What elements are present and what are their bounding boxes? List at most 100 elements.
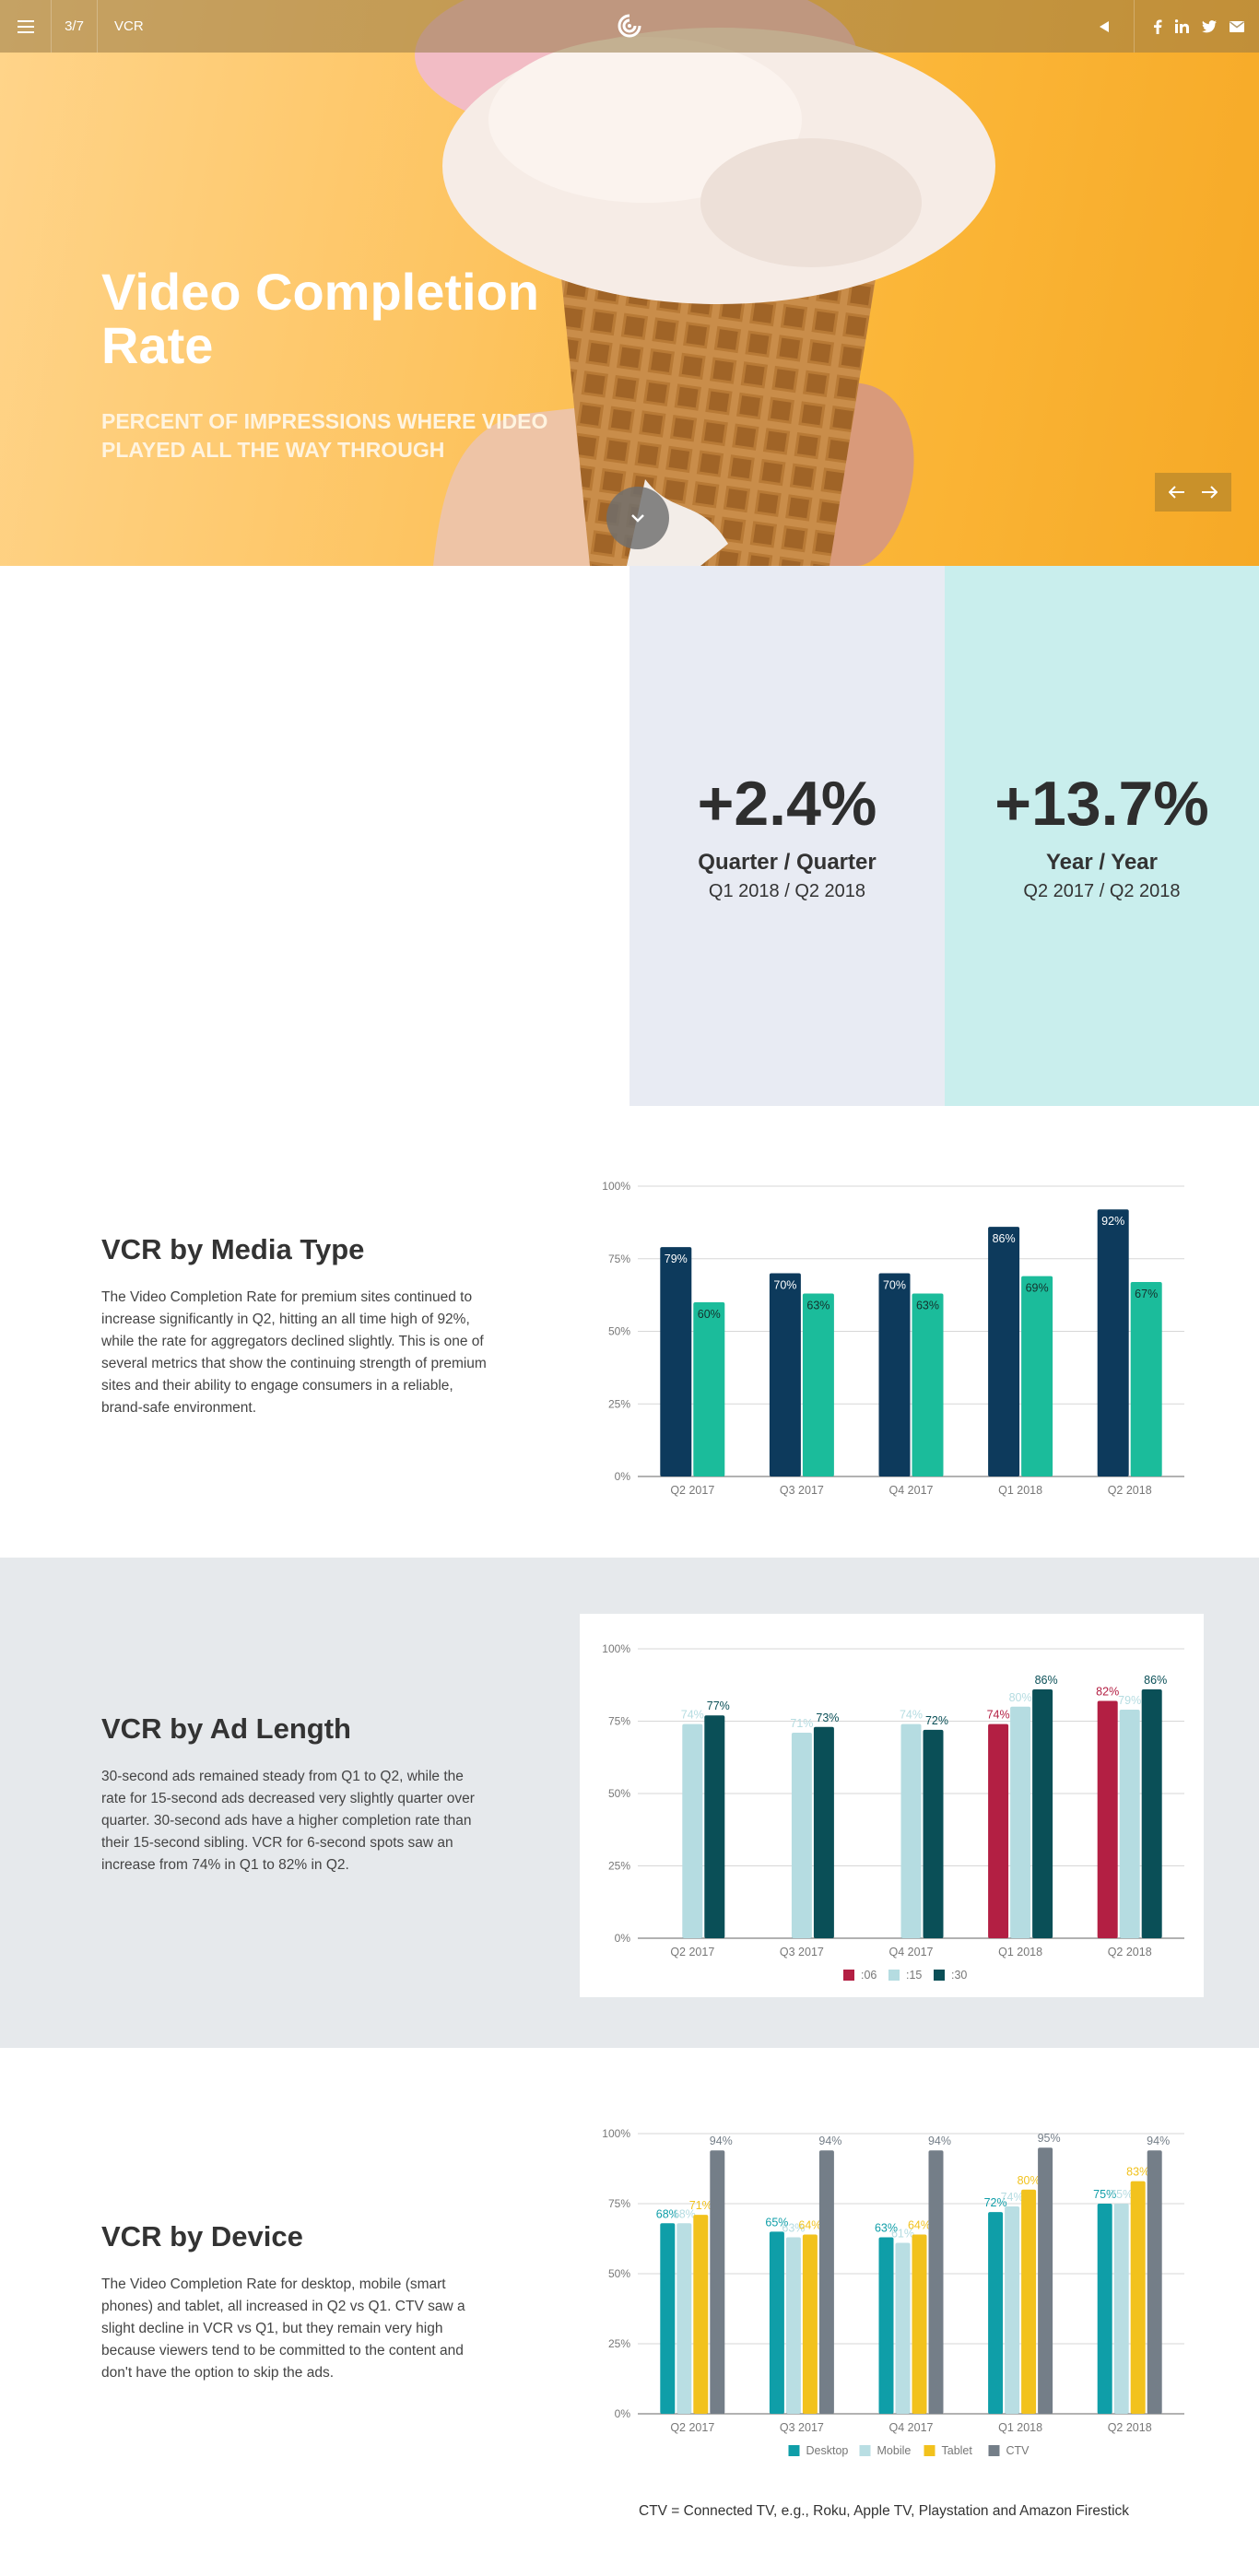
bar: [813, 1726, 834, 1938]
bar: [802, 2234, 818, 2414]
data-label: 68%: [673, 2207, 696, 2220]
email-icon[interactable]: [1230, 20, 1244, 32]
data-label: 63%: [782, 2221, 805, 2234]
media-type-chart: 0% 25% 50% 75% 100% Q2 2017 79% 60% Q3 2017 70% 63…: [571, 1180, 1207, 1520]
bar: [1021, 1276, 1053, 1476]
data-label: 73%: [816, 1711, 839, 1724]
bar: [802, 1293, 834, 1476]
media-type-text: VCR by Media Type The Video Completion R…: [101, 1233, 488, 1419]
section-title: VCR: [114, 18, 144, 34]
legend-swatch: [788, 2445, 800, 2456]
data-label: 64%: [908, 2218, 931, 2231]
stat-value: +13.7%: [994, 768, 1209, 839]
data-label: 61%: [891, 2228, 914, 2241]
stat-label: Quarter / Quarter: [698, 849, 877, 875]
bar: [1147, 2150, 1162, 2414]
bar: [1141, 1688, 1162, 1938]
media-type-chart-svg: 0% 25% 50% 75% 100% Q2 2017 79% 60% Q3 2017 70% 63…: [602, 1180, 1184, 1520]
data-label: 67%: [1135, 1288, 1158, 1300]
data-label: 60%: [698, 1308, 721, 1321]
data-label: 94%: [1147, 2135, 1170, 2147]
data-label: 70%: [883, 1279, 906, 1292]
bar: [769, 1273, 801, 1476]
linkedin-icon[interactable]: [1175, 19, 1189, 33]
data-label: 86%: [993, 1232, 1016, 1245]
bar: [704, 1715, 725, 1938]
data-label: 92%: [1101, 1215, 1124, 1228]
bar: [785, 2237, 801, 2414]
y-tick-label: 100%: [602, 1180, 630, 1193]
triangle-left-icon: [1099, 20, 1109, 32]
data-label: 64%: [798, 2218, 821, 2231]
legend-label: Mobile: [877, 2444, 912, 2457]
bar: [818, 2150, 834, 2414]
stat-quarter-over-quarter: +2.4% Quarter / Quarter Q1 2018 / Q2 201…: [630, 566, 945, 1106]
section-heading: VCR by Device: [101, 2220, 303, 2253]
legend-label: Desktop: [806, 2444, 849, 2457]
data-label: 63%: [875, 2221, 898, 2234]
bar: [1097, 2204, 1112, 2414]
bar: [878, 1273, 911, 1476]
data-label: 80%: [1009, 1691, 1032, 1704]
bar: [1130, 2181, 1146, 2414]
y-tick-label: 75%: [608, 1253, 630, 1265]
section-heading: VCR by Media Type: [101, 1233, 365, 1265]
y-tick-label: 50%: [608, 2267, 630, 2280]
bar: [988, 2212, 1004, 2414]
arrow-right-icon[interactable]: [1201, 486, 1218, 499]
bar: [710, 2150, 725, 2414]
section-body: The Video Completion Rate for premium si…: [101, 1289, 487, 1416]
data-label: 63%: [916, 1300, 939, 1312]
facebook-icon[interactable]: [1153, 19, 1162, 34]
data-label: 72%: [925, 1714, 948, 1727]
legend-swatch: [888, 1970, 900, 1981]
x-tick-label: Q1 2018: [998, 1484, 1042, 1497]
x-tick-label: Q1 2018: [998, 2421, 1042, 2434]
section-heading: VCR by Ad Length: [101, 1712, 351, 1745]
menu-button[interactable]: [0, 0, 52, 53]
data-label: 82%: [1096, 1686, 1119, 1699]
bar: [923, 1729, 944, 1938]
y-tick-label: 25%: [608, 2337, 630, 2350]
logo-icon[interactable]: [617, 13, 642, 43]
data-label: 74%: [681, 1709, 704, 1722]
section-body: 30-second ads remained steady from Q1 to…: [101, 1769, 475, 1873]
data-label: 86%: [1144, 1674, 1167, 1687]
scroll-down-button[interactable]: [606, 487, 669, 549]
bar: [1032, 1688, 1053, 1938]
data-label: 75%: [1110, 2188, 1133, 2201]
bar: [1097, 1700, 1118, 1938]
bar: [682, 1723, 703, 1938]
bar: [895, 2242, 911, 2414]
legend-swatch: [843, 1970, 854, 1981]
legend-swatch: [934, 1970, 945, 1981]
x-tick-label: Q2 2018: [1108, 1946, 1152, 1958]
data-label: 74%: [1001, 2191, 1024, 2204]
x-tick-label: Q4 2017: [889, 1484, 934, 1497]
bar: [1021, 2189, 1037, 2414]
x-tick-label: Q1 2018: [998, 1946, 1042, 1958]
slide-nav: [1155, 473, 1231, 512]
x-tick-label: Q4 2017: [889, 1946, 934, 1958]
device-chart: 0% 25% 50% 75% 100% Q2 2017 68% 68% 71% 94% Q3 201…: [571, 2108, 1207, 2463]
bar: [1010, 1706, 1031, 1938]
page-indicator: 3/7: [52, 0, 98, 53]
data-label: 94%: [928, 2135, 951, 2147]
legend-swatch: [859, 2445, 871, 2456]
x-tick-label: Q2 2017: [670, 1946, 714, 1958]
arrow-left-icon[interactable]: [1168, 486, 1185, 499]
legend-swatch: [988, 2445, 1000, 2456]
audio-toggle-button[interactable]: [1074, 0, 1135, 53]
bar: [1113, 2204, 1129, 2414]
y-tick-label: 50%: [608, 1325, 630, 1338]
x-tick-label: Q2 2018: [1108, 2421, 1152, 2434]
ad-length-section: VCR by Ad Length 30-second ads remained …: [0, 1558, 1259, 2048]
twitter-icon[interactable]: [1202, 19, 1217, 33]
x-tick-label: Q2 2017: [670, 1484, 714, 1497]
data-label: 79%: [665, 1253, 688, 1265]
data-label: 68%: [656, 2207, 679, 2220]
data-label: 95%: [1038, 2132, 1061, 2145]
data-label: 65%: [765, 2216, 788, 2229]
stat-range: Q1 2018 / Q2 2018: [708, 880, 866, 901]
